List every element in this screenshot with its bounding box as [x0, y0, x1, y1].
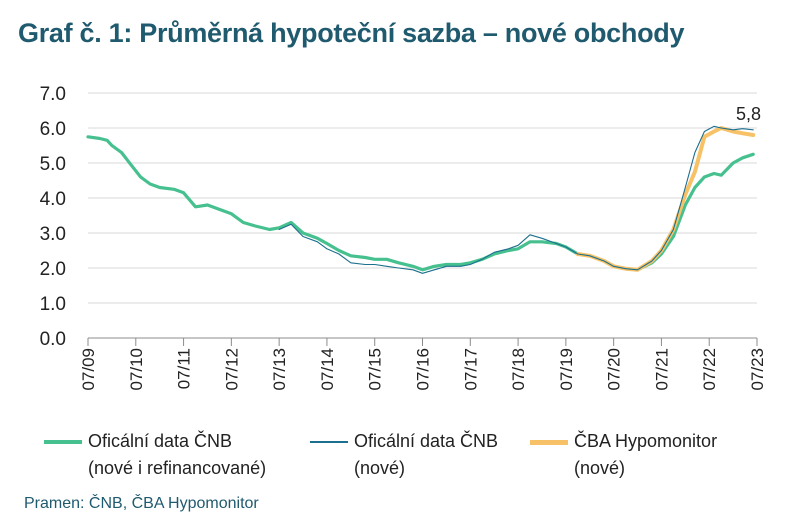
x-tick-label: 07/19: [557, 348, 576, 391]
x-tick-label: 07/14: [318, 348, 337, 391]
x-tick-label: 07/21: [652, 348, 671, 391]
y-tick-label: 4.0: [40, 189, 66, 210]
x-tick-label: 07/20: [605, 348, 624, 391]
x-tick-label: 07/16: [414, 348, 433, 391]
legend-item-cnb-all: Oficální data ČNB (nové i refinancované): [44, 428, 266, 482]
y-tick-label: 3.0: [40, 224, 66, 245]
x-tick-label: 07/11: [175, 348, 194, 389]
y-tick-label: 7.0: [40, 84, 66, 105]
y-axis-tick-labels: 0.0 1.0 2.0 3.0 4.0 5.0 6.0 7.0: [40, 84, 66, 350]
legend-item-cnb-new: Oficální data ČNB (nové): [310, 428, 498, 482]
x-tick-label: 07/15: [366, 348, 385, 391]
y-tick-label: 0.0: [40, 329, 66, 350]
legend-label-line2: (nové i refinancované): [88, 458, 267, 478]
x-tick-label: 07/10: [127, 348, 146, 391]
y-tick-label: 1.0: [40, 294, 66, 315]
legend-label-line1: Oficální data ČNB: [354, 431, 499, 451]
legend-label-line2: (nové): [354, 458, 406, 478]
legend-swatch-cnb-all: [44, 440, 82, 444]
grid-lines: [88, 92, 757, 304]
legend-item-cba: ČBA Hypomonitor (nové): [530, 428, 717, 482]
y-tick-label: 5.0: [40, 154, 66, 175]
legend-label-line1: ČBA Hypomonitor: [574, 431, 718, 451]
legend-swatch-cnb-new: [310, 441, 348, 443]
x-tick-label: 07/22: [700, 348, 719, 391]
x-tick-label: 07/17: [461, 348, 480, 391]
legend-label-line2: (nové): [574, 458, 626, 478]
source-note: Pramen: ČNB, ČBA Hypomonitor: [24, 495, 259, 512]
series-lines: [86, 125, 756, 274]
chart-title: Graf č. 1: Průměrná hypoteční sazba – no…: [18, 18, 685, 48]
x-tick-label: 07/13: [270, 348, 289, 391]
series-line-cnb-new: [278, 125, 754, 274]
x-tick-label: 07/23: [748, 348, 767, 391]
series-line-cnb-all: [86, 135, 755, 272]
x-tick-label: 07/09: [79, 348, 98, 391]
legend-label-line1: Oficální data ČNB: [88, 431, 233, 451]
legend-swatch-cba: [530, 440, 568, 445]
x-tick-label: 07/12: [222, 348, 241, 391]
last-value-annotation: 5,8: [736, 104, 761, 124]
line-chart: 0.0 1.0 2.0 3.0 4.0 5.0 6.0 7.0 07/09 07/10 07/11…: [40, 84, 767, 391]
x-axis: 07/09 07/10 07/11 07/12 07/13 07/14 07/15 07/16…: [79, 337, 767, 391]
y-tick-label: 6.0: [40, 119, 66, 140]
x-tick-label: 07/18: [509, 348, 528, 391]
y-tick-label: 2.0: [40, 259, 66, 280]
